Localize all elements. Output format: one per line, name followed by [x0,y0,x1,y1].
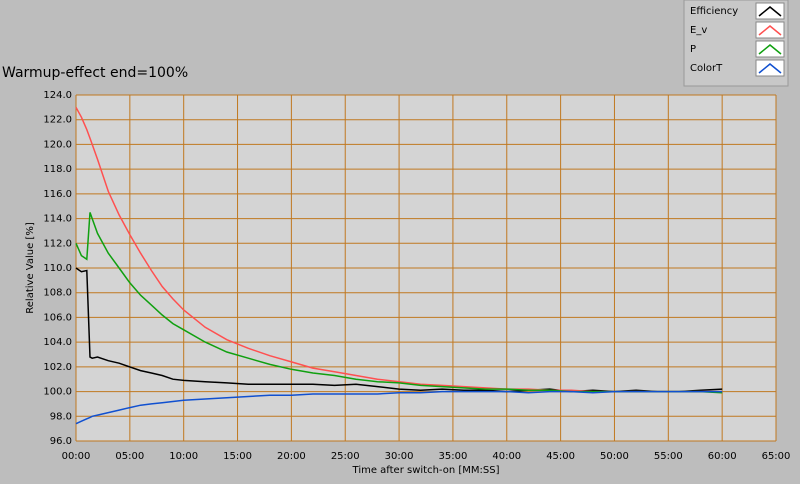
y-tick-label: 104.0 [43,337,72,348]
x-tick-label: 05:00 [115,451,144,462]
y-axis-label: Relative Value [%] [25,222,36,314]
legend-swatch [755,21,785,39]
y-tick-label: 120.0 [43,139,72,150]
y-tick-label: 102.0 [43,362,72,373]
x-tick-label: 40:00 [492,451,521,462]
series-line [75,390,723,425]
legend-swatch [755,40,785,58]
x-tick-label: 35:00 [439,451,468,462]
x-tick-label: 30:00 [385,451,414,462]
legend-swatch [755,59,785,77]
x-tick-label: 25:00 [331,451,360,462]
legend-glyph [758,44,782,55]
x-tick-label: 20:00 [277,451,306,462]
y-tick-label: 100.0 [43,387,72,398]
legend-label: ColorT [690,63,723,74]
x-axis-label: Time after switch-on [MM:SS] [352,465,500,476]
y-tick-label: 110.0 [43,263,72,274]
legend-label: P [690,44,696,55]
y-tick-label: 98.0 [50,411,72,422]
x-tick-label: 55:00 [654,451,683,462]
series-line [75,212,723,394]
legend-glyph [758,25,782,36]
chart-title: Warmup-effect end=100% [2,65,188,81]
y-tick-label: 118.0 [43,164,72,175]
x-tick-label: 15:00 [223,451,252,462]
legend-label: Efficiency [690,6,738,17]
legend-swatch [755,2,785,20]
legend-glyph [758,63,782,74]
x-tick-label: 65:00 [762,451,791,462]
y-tick-label: 106.0 [43,312,72,323]
x-tick-label: 45:00 [546,451,575,462]
y-tick-label: 124.0 [43,90,72,101]
x-tick-label: 10:00 [169,451,198,462]
y-tick-label: 114.0 [43,214,72,225]
y-tick-label: 108.0 [43,288,72,299]
x-tick-label: 50:00 [600,451,629,462]
y-tick-label: 112.0 [43,238,72,249]
y-tick-label: 122.0 [43,115,72,126]
x-tick-label: 60:00 [708,451,737,462]
x-tick-label: 00:00 [62,451,91,462]
y-tick-label: 116.0 [43,189,72,200]
y-tick-label: 96.0 [50,436,72,447]
legend-label: E_v [690,25,707,36]
legend-glyph [758,6,782,17]
